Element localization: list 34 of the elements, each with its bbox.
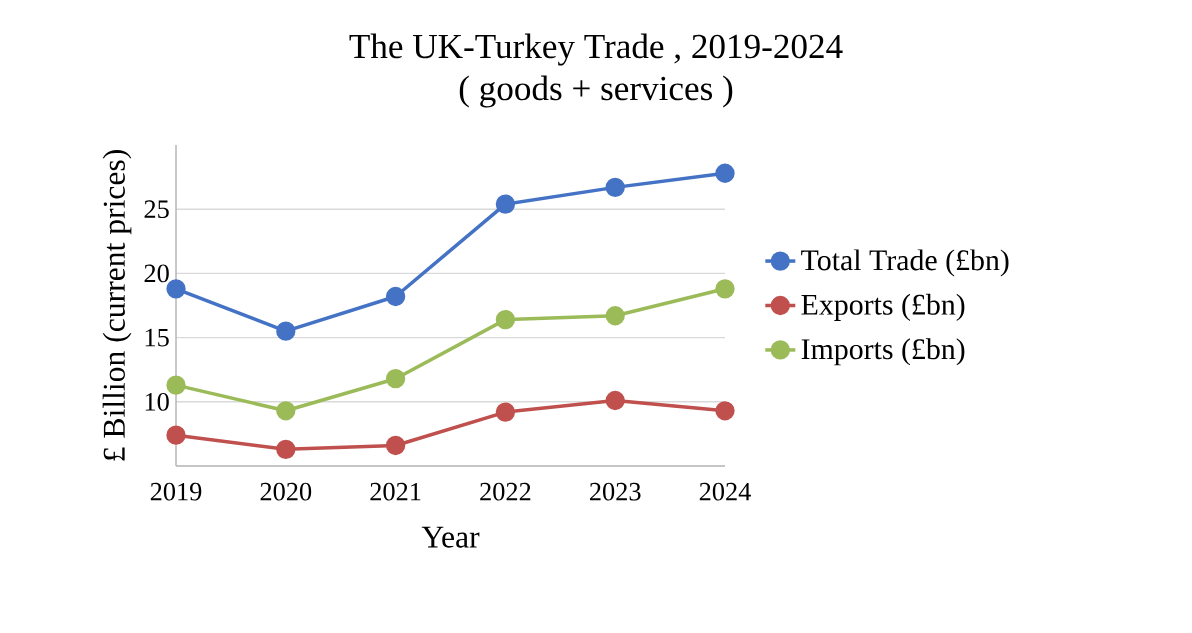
x-tick-label: 2020	[260, 482, 312, 501]
point	[385, 435, 406, 456]
point	[605, 306, 625, 326]
y-tick-label: 20	[144, 264, 169, 283]
legend-label: Total Trade (£bn)	[801, 249, 1009, 277]
point	[166, 375, 186, 395]
y-tick-label: 10	[145, 392, 169, 411]
legend-label: Imports (£bn)	[801, 338, 965, 366]
point	[385, 286, 406, 307]
y-axis-title: £ Billion (current prices)	[102, 150, 132, 461]
y-tick-label: 15	[145, 328, 169, 347]
point	[385, 369, 406, 389]
chart-subtitle: ( goods + services )	[459, 75, 733, 108]
point	[715, 163, 735, 183]
x-tick-label: 2021	[370, 482, 421, 501]
point	[166, 425, 186, 445]
point	[715, 401, 735, 421]
point	[495, 402, 516, 422]
x-tick-label: 2019	[150, 482, 202, 501]
point	[276, 439, 296, 459]
x-tick-label: 2023	[590, 482, 641, 501]
point	[276, 321, 296, 341]
point	[495, 309, 516, 330]
y-tick-label: 25	[144, 200, 169, 219]
point	[605, 390, 625, 411]
point	[495, 194, 516, 214]
x-tick-label: 2022	[480, 482, 531, 501]
x-tick-label: 2024	[699, 482, 751, 501]
point	[605, 177, 625, 198]
legend-label: Exports (£bn)	[801, 293, 965, 321]
x-axis-title: Year	[421, 526, 480, 548]
point	[715, 279, 735, 299]
point	[276, 401, 296, 421]
chart-title: The UK-Turkey Trade , 2019-2024	[349, 33, 843, 66]
